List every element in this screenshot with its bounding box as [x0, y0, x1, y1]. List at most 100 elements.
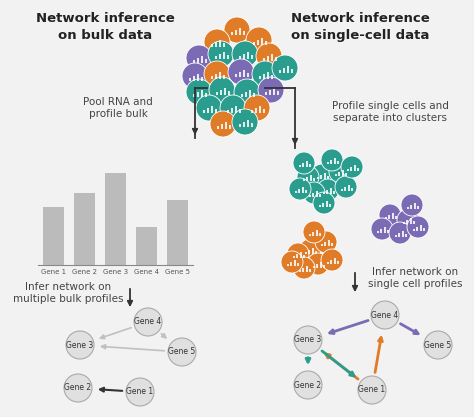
Bar: [306, 266, 308, 272]
Circle shape: [389, 222, 411, 244]
Circle shape: [272, 55, 298, 81]
Circle shape: [371, 218, 393, 240]
Bar: [357, 168, 359, 171]
Circle shape: [303, 182, 325, 204]
Bar: [327, 162, 329, 164]
Bar: [410, 205, 412, 209]
Bar: [229, 125, 231, 128]
Text: Gene 1: Gene 1: [41, 269, 66, 275]
Bar: [395, 235, 397, 237]
Bar: [300, 252, 301, 258]
Circle shape: [126, 378, 154, 406]
Text: Infer network on
single cell profiles: Infer network on single cell profiles: [368, 267, 462, 289]
Circle shape: [315, 231, 337, 253]
Circle shape: [329, 161, 351, 183]
Circle shape: [397, 209, 419, 231]
Text: Gene 4: Gene 4: [134, 269, 159, 275]
Bar: [347, 186, 350, 191]
Bar: [322, 203, 324, 207]
Circle shape: [208, 41, 234, 67]
Bar: [316, 231, 318, 236]
Bar: [316, 264, 319, 268]
Text: Gene 3: Gene 3: [103, 269, 128, 275]
Bar: [305, 252, 307, 254]
Bar: [259, 106, 261, 113]
Bar: [333, 191, 335, 194]
Bar: [247, 120, 249, 126]
Bar: [395, 216, 397, 219]
Bar: [407, 207, 409, 209]
Bar: [419, 226, 422, 231]
Bar: [334, 158, 336, 164]
Bar: [239, 72, 241, 77]
Bar: [312, 193, 314, 197]
Circle shape: [210, 111, 236, 137]
Bar: [330, 260, 332, 264]
Bar: [215, 42, 218, 47]
Circle shape: [293, 152, 315, 174]
Bar: [317, 177, 319, 179]
Circle shape: [224, 17, 250, 43]
Bar: [243, 70, 245, 77]
Bar: [423, 228, 425, 231]
Bar: [324, 242, 326, 246]
Bar: [216, 92, 219, 95]
Bar: [73, 193, 95, 265]
Bar: [211, 76, 213, 78]
Bar: [215, 56, 218, 58]
Text: Gene 5: Gene 5: [168, 347, 196, 357]
Bar: [273, 88, 275, 95]
Bar: [388, 215, 390, 219]
Bar: [211, 44, 213, 47]
Bar: [403, 222, 405, 224]
Bar: [417, 206, 419, 209]
Bar: [197, 92, 200, 97]
Bar: [235, 74, 237, 77]
Bar: [271, 75, 273, 78]
Circle shape: [244, 95, 270, 121]
Bar: [294, 260, 296, 266]
Bar: [301, 187, 304, 193]
Bar: [401, 231, 404, 237]
Text: Network inference
on single-cell data: Network inference on single-cell data: [291, 12, 429, 42]
Circle shape: [252, 61, 278, 87]
Circle shape: [307, 253, 329, 275]
Bar: [239, 124, 241, 126]
Bar: [235, 106, 237, 113]
Bar: [291, 69, 293, 73]
Text: Gene 1: Gene 1: [358, 385, 385, 394]
Bar: [327, 176, 329, 179]
Bar: [247, 73, 249, 77]
Bar: [223, 52, 225, 58]
Bar: [398, 233, 401, 237]
Bar: [313, 266, 315, 268]
Bar: [277, 91, 279, 95]
Bar: [387, 230, 389, 233]
Bar: [251, 55, 253, 58]
Text: Network inference
on bulk data: Network inference on bulk data: [36, 12, 174, 42]
Circle shape: [311, 164, 333, 186]
Text: Gene 3: Gene 3: [294, 336, 322, 344]
Bar: [327, 262, 329, 264]
Circle shape: [204, 29, 230, 55]
Circle shape: [317, 179, 339, 201]
Bar: [215, 109, 217, 113]
Text: Pool RNA and
profile bulk: Pool RNA and profile bulk: [83, 97, 153, 119]
Bar: [263, 109, 265, 113]
Bar: [299, 165, 301, 167]
Circle shape: [424, 331, 452, 359]
Bar: [43, 207, 64, 265]
Bar: [306, 161, 308, 167]
Bar: [337, 261, 339, 264]
Circle shape: [256, 43, 282, 69]
Bar: [309, 269, 311, 272]
Bar: [303, 255, 305, 258]
Circle shape: [321, 149, 343, 171]
Bar: [337, 161, 339, 164]
Bar: [259, 76, 262, 78]
Circle shape: [407, 216, 429, 238]
Bar: [193, 94, 195, 97]
Bar: [327, 190, 328, 194]
Bar: [253, 42, 255, 45]
Bar: [227, 55, 229, 58]
